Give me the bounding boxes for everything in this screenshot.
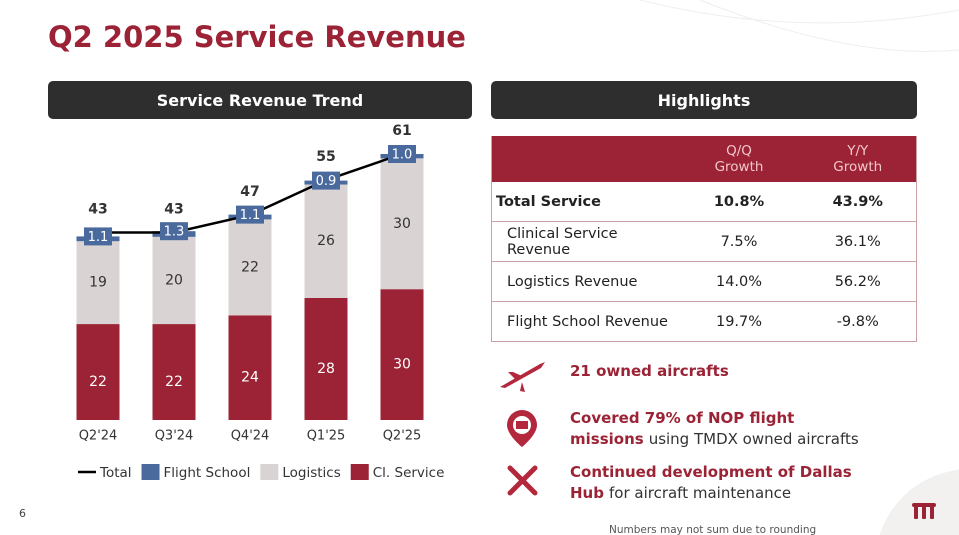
- table-cell: Flight School Revenue: [491, 301, 679, 342]
- total-label: 55: [316, 149, 335, 165]
- x-tick-label: Q3'24: [155, 429, 194, 444]
- logo: [912, 503, 936, 519]
- total-label: 43: [88, 201, 107, 217]
- legend-label: Logistics: [282, 465, 340, 481]
- footnote: Numbers may not sum due to rounding: [609, 524, 817, 535]
- table-header: Highlights: [491, 81, 917, 119]
- legend-label: Cl. Service: [373, 465, 445, 481]
- table-row: Logistics Revenue 14.0% 56.2%: [491, 261, 917, 302]
- label-box: [84, 227, 112, 246]
- table-cell: 36.1%: [799, 221, 917, 262]
- bullet-text: using TMDX owned aircrafts: [648, 430, 859, 448]
- value-label: 26: [317, 233, 335, 249]
- icon-tools: [507, 465, 538, 496]
- table-cell: Total Service: [491, 182, 679, 222]
- bar-segment: [380, 158, 424, 290]
- value-label: 30: [393, 357, 411, 373]
- total-label: 43: [164, 201, 183, 217]
- bar-segment: [228, 219, 272, 316]
- bar-segment: [76, 241, 120, 325]
- bar-segment: [152, 324, 196, 420]
- decoration: [880, 470, 959, 535]
- header-cell: [491, 136, 679, 182]
- bar-segment: [228, 315, 272, 420]
- bar-segment: [304, 184, 348, 298]
- table-cell: -9.8%: [799, 301, 917, 342]
- label-box: [388, 145, 416, 163]
- table-cell: 43.9%: [799, 182, 917, 222]
- bullet-text: for aircraft maintenance: [608, 484, 792, 502]
- legend-label: Total: [99, 465, 132, 481]
- table-header-row: Q/Q Growth Y/Y Growth: [491, 136, 917, 182]
- value-label: 19: [89, 275, 107, 291]
- bullet-bold: Continued development of Dallas Hub: [570, 463, 852, 502]
- value-label: 24: [241, 370, 259, 386]
- value-label: 22: [165, 374, 183, 390]
- table-cell: 14.0%: [678, 261, 800, 302]
- value-label: 20: [165, 272, 183, 288]
- value-label: 1.1: [240, 208, 261, 223]
- bullet: Continued development of Dallas Hub for a…: [570, 462, 910, 504]
- value-label: 22: [241, 259, 259, 275]
- bullet: Covered 79% of NOP flight missions using …: [570, 408, 910, 450]
- total-label: 61: [392, 123, 411, 139]
- x-tick-label: Q1'25: [307, 429, 346, 444]
- legend-swatch: [141, 464, 160, 480]
- slide-title: Q2 2025 Service Revenue: [48, 20, 466, 54]
- header-cell: Y/Y Growth: [799, 136, 917, 182]
- label-box: [312, 171, 340, 190]
- bar-segment: [76, 324, 120, 420]
- table-cell: Clinical Service Revenue: [491, 221, 679, 262]
- value-label: 30: [393, 216, 411, 232]
- table-cell: 19.7%: [678, 301, 800, 342]
- icon-plane: [500, 362, 545, 392]
- bar-segment: [304, 297, 348, 420]
- bar-segment: [152, 236, 196, 325]
- bullet: 21 owned aircrafts: [570, 361, 910, 382]
- table-row: Clinical Service Revenue 7.5% 36.1%: [491, 221, 917, 262]
- x-tick-label: Q4'24: [231, 429, 270, 444]
- value-label: 1.1: [88, 230, 109, 245]
- growth-table: Q/Q Growth Y/Y Growth Total Service 10.8% 43…: [491, 136, 917, 342]
- x-tick-label: Q2'24: [79, 429, 118, 444]
- table-row: Total Service 10.8% 43.9%: [491, 182, 917, 222]
- value-label: 1.0: [392, 148, 413, 163]
- table-cell: 10.8%: [678, 182, 800, 222]
- table-cell: 56.2%: [799, 261, 917, 302]
- total-label: 47: [240, 184, 259, 200]
- table-cell: Logistics Revenue: [491, 261, 679, 302]
- value-label: 28: [317, 361, 335, 377]
- label-box: [160, 222, 188, 241]
- value-label: 1.3: [164, 225, 185, 240]
- value-label: 22: [89, 374, 107, 390]
- label-box: [236, 205, 264, 224]
- legend-label: Flight School: [164, 465, 251, 481]
- x-tick-label: Q2'25: [383, 429, 422, 444]
- bar-segment: [380, 289, 424, 420]
- legend-swatch: [350, 464, 369, 480]
- bullet-bold: Covered 79% of NOP flight missions: [570, 409, 795, 448]
- bullet-bold: 21 owned aircrafts: [570, 362, 729, 380]
- page-number: 6: [19, 507, 26, 520]
- table-row: Flight School Revenue 19.7% -9.8%: [491, 301, 917, 342]
- header-cell: Q/Q Growth: [678, 136, 800, 182]
- value-label: 0.9: [316, 174, 337, 189]
- icon-pin: [507, 410, 537, 447]
- legend-swatch: [260, 464, 279, 480]
- chart-header: Service Revenue Trend: [48, 81, 472, 119]
- table-cell: 7.5%: [678, 221, 800, 262]
